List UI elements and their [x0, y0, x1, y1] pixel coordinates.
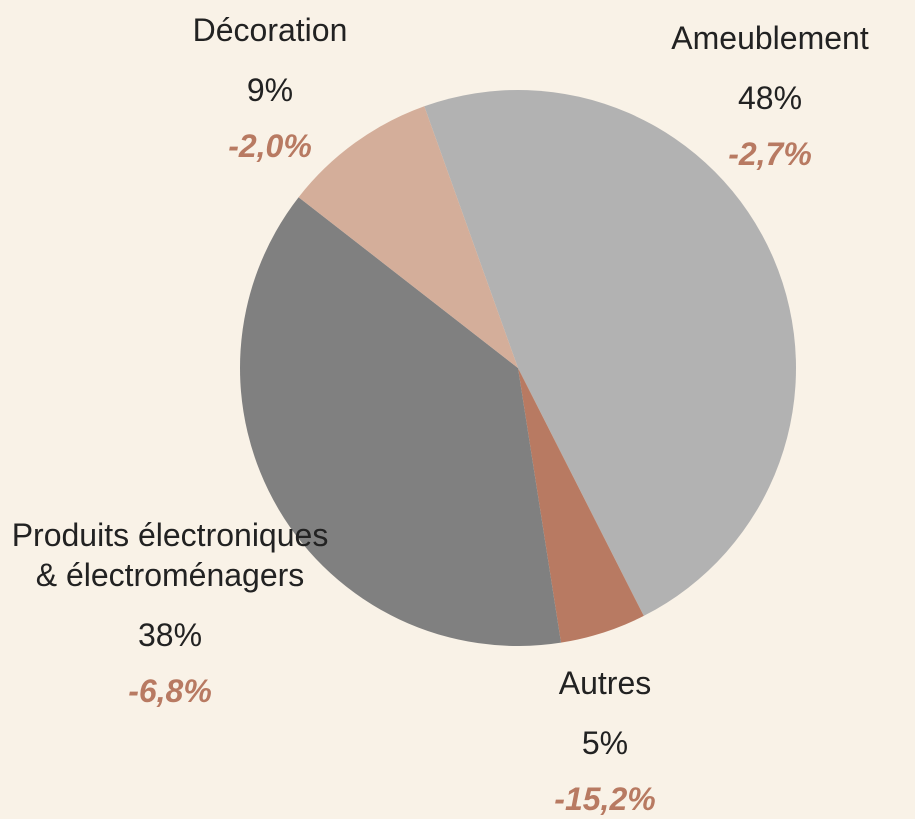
category-label: Ameublement: [671, 20, 869, 56]
slice-label: Autres 5% -15,2%: [440, 663, 770, 819]
value-label: 38%: [137, 617, 203, 653]
pie-slice: [298, 106, 518, 369]
pie-slice: [518, 368, 644, 643]
pie-slice: [240, 197, 562, 647]
change-label: -15,2%: [554, 781, 656, 817]
pie-slice: [424, 89, 797, 616]
category-label: Autres: [558, 665, 652, 701]
change-label: -2,7%: [728, 136, 812, 172]
value-label: 9%: [246, 72, 294, 108]
slice-label: Ameublement 48% -2,7%: [605, 18, 915, 174]
change-label: -6,8%: [128, 673, 212, 709]
change-label: -2,0%: [228, 128, 312, 164]
value-label: 48%: [737, 80, 803, 116]
category-label: Décoration: [192, 12, 348, 48]
category-label: Produits électroniques & électroménagers: [11, 517, 329, 593]
slice-label: Décoration 9% -2,0%: [105, 10, 435, 166]
value-label: 5%: [581, 725, 629, 761]
slice-label: Produits électroniques & électroménagers…: [5, 515, 335, 711]
